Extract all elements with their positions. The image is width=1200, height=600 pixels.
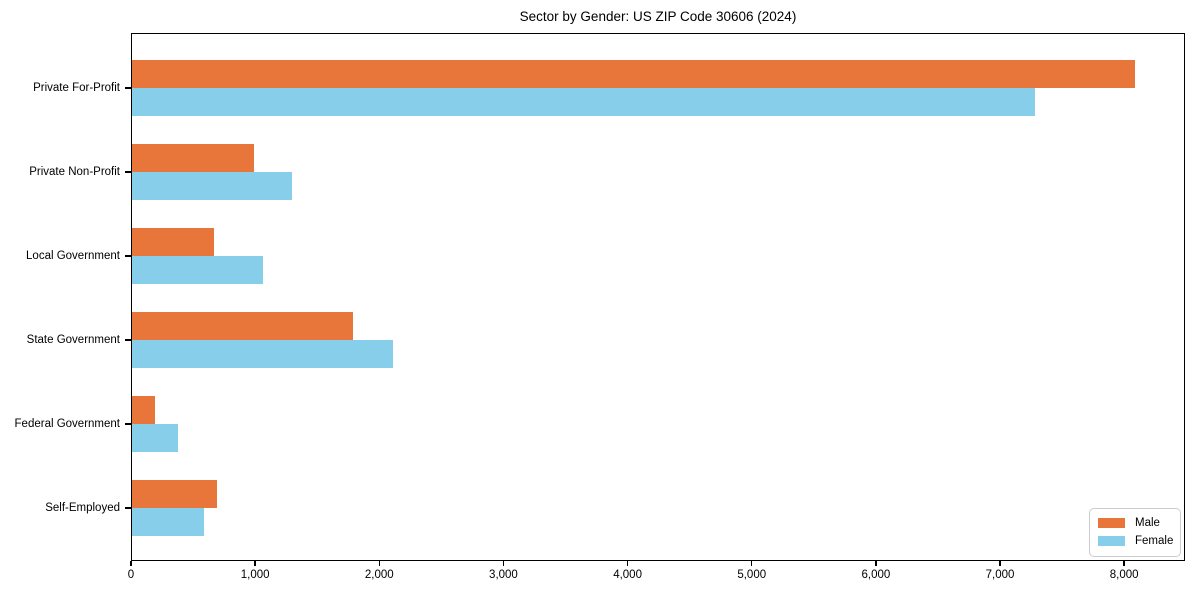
x-tick-label-5-000: 5,000 bbox=[737, 569, 767, 581]
x-tick-mark bbox=[130, 561, 132, 566]
bar-male-self-employed bbox=[131, 480, 217, 508]
y-tick-label-private-for-profit: Private For-Profit bbox=[33, 82, 120, 94]
x-tick-label-7-000: 7,000 bbox=[985, 569, 1015, 581]
x-tick-mark bbox=[378, 561, 381, 566]
bar-female-local-government bbox=[131, 256, 263, 284]
x-tick-label-8-000: 8,000 bbox=[1109, 569, 1139, 581]
plot-area bbox=[131, 33, 1185, 561]
y-tick-mark bbox=[125, 423, 131, 425]
legend: Male Female bbox=[1089, 508, 1181, 557]
x-tick-mark bbox=[254, 561, 256, 566]
legend-label-female: Female bbox=[1135, 535, 1174, 547]
y-tick-mark bbox=[125, 507, 131, 509]
y-tick-mark bbox=[125, 339, 131, 341]
x-tick-mark bbox=[750, 561, 753, 566]
bar-male-state-government bbox=[131, 312, 353, 340]
bar-female-self-employed bbox=[131, 508, 204, 536]
x-tick-label-3-000: 3,000 bbox=[489, 569, 518, 581]
bar-female-private-for-profit bbox=[131, 88, 1035, 116]
x-tick-label-1-000: 1,000 bbox=[240, 569, 270, 581]
bar-male-local-government bbox=[131, 228, 214, 256]
chart-title: Sector by Gender: US ZIP Code 30606 (202… bbox=[519, 9, 797, 24]
bar-female-federal-government bbox=[131, 424, 178, 452]
x-tick-label-2-000: 2,000 bbox=[364, 569, 394, 581]
x-tick-label-6-000: 6,000 bbox=[861, 569, 891, 581]
y-tick-label-local-government: Local Government bbox=[26, 250, 120, 262]
x-tick-label-4-000: 4,000 bbox=[613, 569, 642, 581]
bar-male-federal-government bbox=[131, 396, 155, 424]
y-tick-mark bbox=[125, 87, 131, 89]
legend-item-male: Male bbox=[1098, 514, 1172, 532]
legend-swatch-male bbox=[1098, 518, 1125, 528]
y-tick-label-self-employed: Self-Employed bbox=[45, 502, 120, 514]
bar-female-state-government bbox=[131, 340, 393, 368]
bar-male-private-for-profit bbox=[131, 60, 1135, 88]
y-tick-mark bbox=[125, 171, 131, 173]
x-tick-mark bbox=[875, 561, 877, 566]
y-tick-label-private-non-profit: Private Non-Profit bbox=[29, 166, 120, 178]
y-tick-label-federal-government: Federal Government bbox=[14, 418, 120, 430]
x-tick-mark bbox=[626, 561, 629, 566]
x-tick-label-0: 0 bbox=[127, 569, 135, 581]
legend-swatch-female bbox=[1098, 536, 1125, 546]
legend-item-female: Female bbox=[1098, 532, 1174, 550]
bar-female-private-non-profit bbox=[131, 172, 292, 200]
x-tick-mark bbox=[502, 561, 505, 566]
bar-male-private-non-profit bbox=[131, 144, 254, 172]
y-tick-mark bbox=[125, 255, 131, 257]
x-tick-mark bbox=[1123, 561, 1125, 566]
legend-label-male: Male bbox=[1135, 517, 1160, 529]
x-tick-mark bbox=[999, 561, 1001, 566]
y-tick-label-state-government: State Government bbox=[26, 334, 120, 346]
